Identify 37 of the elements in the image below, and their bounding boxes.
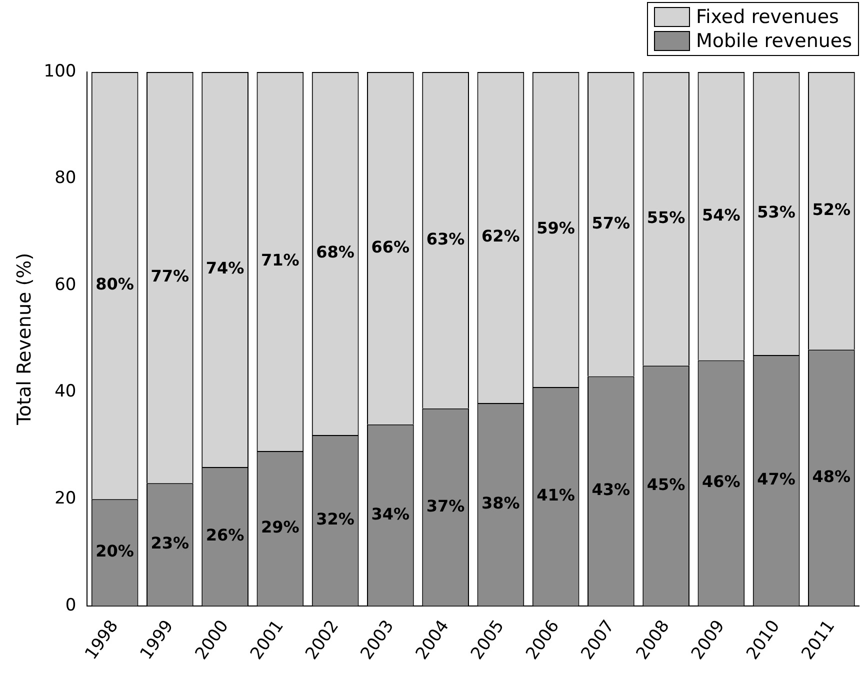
data-label: 52% <box>812 200 851 219</box>
data-label: 66% <box>371 237 410 256</box>
y-axis-title: Total Revenue (%) <box>13 252 36 426</box>
data-label: 29% <box>261 518 300 537</box>
data-label: 38% <box>482 494 520 513</box>
data-label: 59% <box>536 218 575 238</box>
data-label: 68% <box>316 242 354 262</box>
data-label: 46% <box>702 472 740 492</box>
data-label: 54% <box>702 205 740 224</box>
data-label: 45% <box>646 474 686 494</box>
data-label: 47% <box>757 470 796 489</box>
y-tick-label: 100 <box>44 61 76 82</box>
data-label: 20% <box>96 542 134 561</box>
data-label: 53% <box>757 202 796 222</box>
data-label: 63% <box>426 229 465 248</box>
y-tick-label: 0 <box>65 595 76 616</box>
data-label: 74% <box>206 258 244 278</box>
data-label: 48% <box>812 466 851 486</box>
data-label: 43% <box>592 480 630 500</box>
data-label: 26% <box>206 526 244 545</box>
y-tick-label: 20 <box>54 488 76 509</box>
y-tick-label: 80 <box>54 168 76 188</box>
data-label: 80% <box>96 274 134 294</box>
data-label: 32% <box>316 510 354 529</box>
data-label: 62% <box>482 226 520 246</box>
data-label: 23% <box>150 534 190 553</box>
data-label: 34% <box>371 504 410 524</box>
y-tick-label: 60 <box>54 274 76 295</box>
data-label: 71% <box>261 250 300 270</box>
data-label: 57% <box>592 213 630 232</box>
data-label: 77% <box>150 266 190 286</box>
y-tick-label: 40 <box>54 382 76 402</box>
data-label: 55% <box>646 208 686 227</box>
data-label: 37% <box>426 496 465 516</box>
text: Fixed revenues <box>696 5 839 29</box>
data-label: 41% <box>536 486 575 505</box>
legend-label: Mobile revenues <box>696 29 852 53</box>
